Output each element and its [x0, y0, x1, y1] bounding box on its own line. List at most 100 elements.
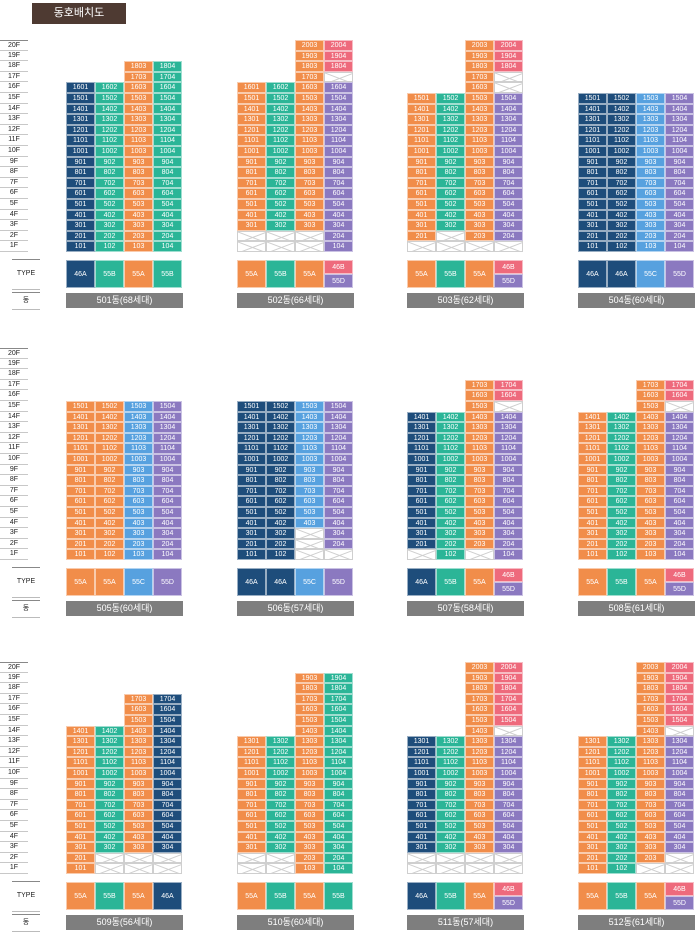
- unit-cell[interactable]: 1103: [124, 443, 153, 454]
- unit-cell[interactable]: 1501: [66, 401, 95, 412]
- unit-cell[interactable]: 204: [324, 852, 353, 864]
- unit-cell[interactable]: 1003: [465, 454, 494, 465]
- unit-cell[interactable]: 1102: [436, 135, 465, 146]
- unit-cell[interactable]: 301: [66, 528, 95, 539]
- unit-cell[interactable]: 1102: [95, 443, 124, 454]
- unit-cell[interactable]: 104: [665, 549, 694, 560]
- unit-cell[interactable]: 102: [266, 549, 295, 560]
- unit-cell[interactable]: 303: [295, 220, 324, 231]
- unit-cell[interactable]: 1304: [153, 422, 182, 433]
- unit-cell[interactable]: 1301: [237, 114, 266, 125]
- unit-cell[interactable]: 803: [465, 475, 494, 486]
- unit-cell[interactable]: 1302: [607, 422, 636, 433]
- unit-cell[interactable]: 603: [465, 188, 494, 199]
- unit-cell[interactable]: 503: [636, 199, 665, 210]
- unit-cell[interactable]: 1202: [95, 746, 124, 758]
- unit-cell[interactable]: 801: [237, 789, 266, 800]
- unit-cell[interactable]: 1102: [266, 757, 295, 768]
- unit-cell[interactable]: 1304: [324, 736, 353, 747]
- unit-cell[interactable]: 2004: [324, 40, 353, 51]
- unit-cell[interactable]: 601: [66, 188, 95, 199]
- unit-cell[interactable]: 801: [578, 475, 607, 486]
- unit-cell[interactable]: 804: [665, 789, 694, 800]
- unit-cell[interactable]: 1303: [124, 736, 153, 747]
- unit-cell[interactable]: 1504: [324, 715, 353, 726]
- unit-cell[interactable]: 1001: [578, 768, 607, 779]
- unit-cell[interactable]: 604: [665, 496, 694, 507]
- unit-cell[interactable]: 1201: [66, 432, 95, 444]
- unit-cell[interactable]: 1403: [124, 725, 153, 737]
- unit-cell[interactable]: 501: [578, 507, 607, 518]
- unit-cell[interactable]: 1603: [465, 704, 494, 715]
- unit-cell[interactable]: 1404: [324, 103, 353, 115]
- unit-cell[interactable]: 601: [66, 810, 95, 821]
- unit-cell[interactable]: 1304: [665, 736, 694, 747]
- unit-cell[interactable]: 801: [237, 167, 266, 178]
- unit-cell[interactable]: 601: [237, 188, 266, 199]
- unit-cell[interactable]: 304: [494, 220, 523, 231]
- unit-cell[interactable]: 1001: [237, 146, 266, 157]
- unit-cell[interactable]: 702: [436, 177, 465, 189]
- unit-cell[interactable]: 704: [324, 177, 353, 189]
- unit-cell[interactable]: 1003: [124, 454, 153, 465]
- unit-cell[interactable]: 1404: [324, 411, 353, 423]
- unit-cell[interactable]: 803: [636, 475, 665, 486]
- unit-cell[interactable]: 701: [407, 799, 436, 811]
- unit-cell[interactable]: 1503: [124, 401, 153, 412]
- unit-cell[interactable]: 1103: [636, 757, 665, 768]
- unit-cell[interactable]: 1004: [665, 146, 694, 157]
- unit-cell[interactable]: 302: [95, 528, 124, 539]
- unit-cell[interactable]: 604: [324, 810, 353, 821]
- unit-cell[interactable]: 1303: [295, 114, 324, 125]
- unit-cell[interactable]: 803: [636, 167, 665, 178]
- unit-cell[interactable]: 202: [95, 538, 124, 550]
- unit-cell[interactable]: 602: [607, 496, 636, 507]
- unit-cell[interactable]: 301: [578, 528, 607, 539]
- unit-cell[interactable]: 1004: [153, 768, 182, 779]
- unit-cell[interactable]: 1003: [465, 146, 494, 157]
- unit-cell[interactable]: 103: [124, 241, 153, 252]
- unit-cell[interactable]: 702: [607, 177, 636, 189]
- building-label[interactable]: 502동(66세대): [237, 293, 354, 308]
- unit-cell[interactable]: 401: [578, 831, 607, 843]
- unit-cell[interactable]: 702: [95, 485, 124, 497]
- unit-cell[interactable]: 503: [124, 199, 153, 210]
- unit-cell[interactable]: 504: [494, 507, 523, 518]
- unit-cell[interactable]: 702: [436, 485, 465, 497]
- unit-cell[interactable]: 503: [465, 199, 494, 210]
- unit-cell[interactable]: 1304: [153, 736, 182, 747]
- unit-cell[interactable]: 602: [607, 810, 636, 821]
- unit-cell[interactable]: 1002: [266, 146, 295, 157]
- unit-cell[interactable]: 1502: [95, 93, 124, 104]
- unit-cell[interactable]: 903: [124, 778, 153, 790]
- unit-cell[interactable]: 402: [266, 209, 295, 221]
- unit-cell[interactable]: 1001: [66, 454, 95, 465]
- unit-cell[interactable]: 904: [324, 464, 353, 476]
- unit-cell[interactable]: 101: [578, 549, 607, 560]
- building-label[interactable]: 510동(60세대): [237, 915, 354, 930]
- unit-cell[interactable]: 1002: [436, 454, 465, 465]
- unit-cell[interactable]: 1104: [494, 443, 523, 454]
- unit-cell[interactable]: 504: [494, 821, 523, 832]
- unit-cell[interactable]: 1004: [494, 454, 523, 465]
- unit-cell[interactable]: 201: [578, 852, 607, 864]
- unit-cell[interactable]: 704: [494, 799, 523, 811]
- unit-cell[interactable]: 403: [636, 517, 665, 529]
- unit-cell[interactable]: 102: [95, 549, 124, 560]
- unit-cell[interactable]: 402: [436, 209, 465, 221]
- unit-cell[interactable]: 604: [153, 188, 182, 199]
- unit-cell[interactable]: 104: [494, 549, 523, 560]
- unit-cell[interactable]: 2004: [494, 662, 523, 673]
- unit-cell[interactable]: 904: [494, 156, 523, 168]
- unit-cell[interactable]: 1101: [578, 757, 607, 768]
- unit-cell[interactable]: 1603: [636, 390, 665, 401]
- building-label[interactable]: 511동(57세대): [407, 915, 524, 930]
- unit-cell[interactable]: 702: [266, 177, 295, 189]
- unit-cell[interactable]: 904: [324, 778, 353, 790]
- unit-cell[interactable]: 902: [95, 156, 124, 168]
- unit-cell[interactable]: 701: [66, 799, 95, 811]
- unit-cell[interactable]: 1101: [66, 757, 95, 768]
- unit-cell[interactable]: 503: [465, 821, 494, 832]
- unit-cell[interactable]: 402: [607, 209, 636, 221]
- unit-cell[interactable]: 1002: [607, 146, 636, 157]
